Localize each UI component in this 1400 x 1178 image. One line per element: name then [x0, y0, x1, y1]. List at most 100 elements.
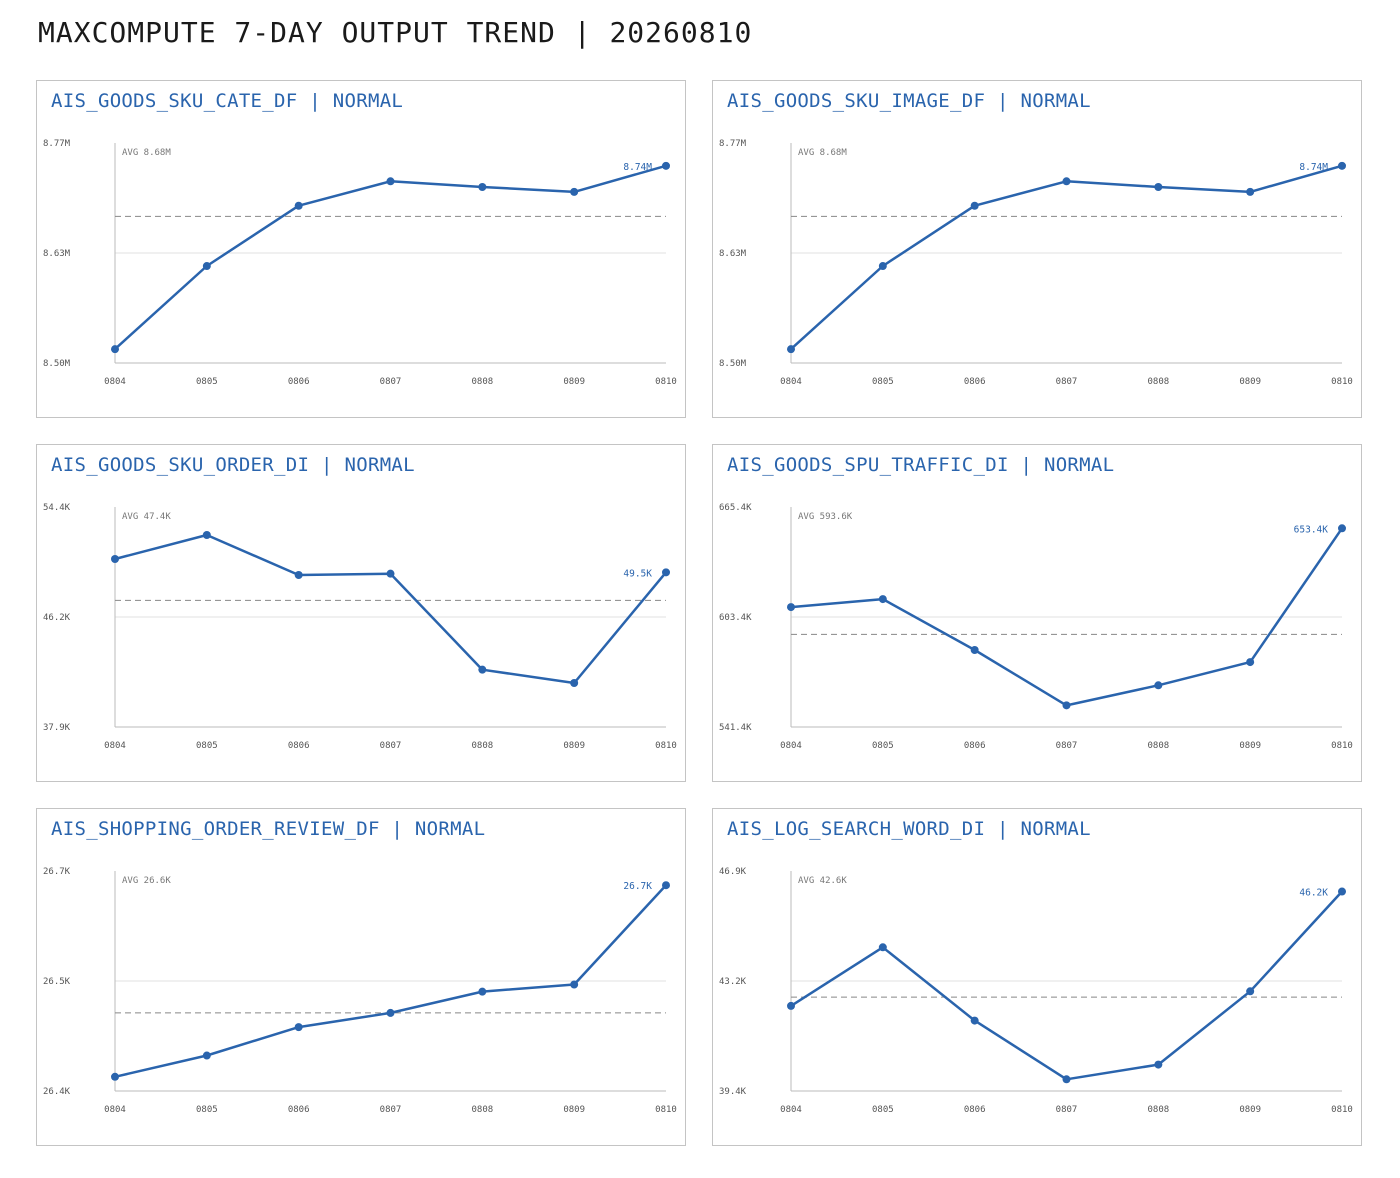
x-tick-label: 0809 [563, 1105, 585, 1115]
data-point [478, 183, 487, 191]
y-tick-label: 603.4K [719, 613, 752, 623]
last-value-label: 49.5K [623, 568, 652, 579]
x-tick-label: 0809 [563, 741, 585, 751]
average-label: AVG 42.6K [798, 876, 847, 886]
data-point [570, 980, 579, 989]
x-tick-label: 0808 [471, 1105, 493, 1115]
x-tick-label: 0807 [1056, 741, 1078, 751]
x-tick-label: 0804 [780, 377, 802, 387]
data-point [570, 679, 579, 687]
data-point [386, 1008, 395, 1017]
data-point [787, 345, 795, 354]
y-tick-label: 43.2K [719, 977, 747, 987]
y-tick-label: 8.77M [719, 139, 747, 149]
x-tick-label: 0807 [380, 741, 402, 751]
data-point [294, 201, 303, 210]
data-point [1246, 987, 1255, 996]
data-point [478, 665, 487, 674]
x-tick-label: 0809 [1239, 741, 1261, 751]
data-point [878, 262, 887, 271]
y-tick-label: 37.9K [43, 723, 71, 733]
chart-title: AIS_GOODS_SPU_TRAFFIC_DI | NORMAL [727, 454, 1115, 476]
x-tick-label: 0808 [1147, 1105, 1169, 1115]
y-tick-label: 541.4K [719, 723, 752, 733]
x-tick-label: 0806 [288, 377, 310, 387]
chart-panel-search-word: AIS_LOG_SEARCH_WORD_DI | NORMAL 39.4K 43.… [712, 808, 1362, 1146]
average-label: AVG 47.4K [122, 512, 171, 522]
y-tick-label: 26.4K [43, 1087, 71, 1097]
x-tick-label: 0810 [655, 1105, 677, 1115]
data-point [1062, 177, 1071, 186]
line-chart: 26.4K 26.5K 26.7K 0804 0805 0806 0807 0808 0809 0… [43, 867, 677, 1115]
data-point [111, 345, 119, 354]
x-tick-label: 0805 [196, 1105, 218, 1115]
average-label: AVG 8.68M [798, 148, 847, 158]
data-point [386, 569, 395, 578]
series-line [114, 164, 667, 351]
data-point [787, 1001, 795, 1010]
x-tick-label: 0804 [104, 377, 126, 387]
x-tick-label: 0806 [964, 741, 986, 751]
x-tick-label: 0810 [1331, 741, 1353, 751]
data-point [1154, 1060, 1163, 1069]
chart-title: AIS_GOODS_SKU_CATE_DF | NORMAL [51, 90, 404, 112]
data-point [970, 201, 979, 210]
data-point [202, 1051, 211, 1060]
x-tick-label: 0810 [1331, 377, 1353, 387]
x-tick-label: 0807 [380, 377, 402, 387]
x-tick-label: 0808 [1147, 741, 1169, 751]
last-value-label: 8.74M [1299, 162, 1328, 173]
data-point [1246, 658, 1255, 667]
x-tick-label: 0804 [780, 741, 802, 751]
data-point [970, 1016, 979, 1025]
y-tick-label: 8.50M [719, 359, 747, 369]
last-value-label: 46.2K [1299, 888, 1328, 899]
data-point [570, 187, 579, 196]
data-point [1338, 887, 1346, 896]
x-tick-label: 0805 [872, 377, 894, 387]
x-tick-label: 0804 [104, 741, 126, 751]
y-tick-label: 665.4K [719, 503, 752, 513]
x-tick-label: 0809 [1239, 377, 1261, 387]
y-tick-label: 46.2K [43, 613, 71, 623]
x-tick-label: 0804 [780, 1105, 802, 1115]
data-point [787, 603, 795, 612]
y-tick-label: 8.63M [719, 249, 747, 259]
last-value-label: 26.7K [623, 881, 652, 892]
x-tick-label: 0805 [872, 741, 894, 751]
y-tick-label: 26.7K [43, 867, 71, 877]
line-chart: 37.9K 46.2K 54.4K 0804 0805 0806 0807 0808 0809 0… [43, 503, 677, 751]
data-point [386, 177, 395, 186]
x-tick-label: 0806 [288, 741, 310, 751]
data-point [1154, 681, 1163, 690]
data-point [202, 262, 211, 271]
series-line [114, 533, 667, 685]
average-label: AVG 8.68M [122, 148, 171, 158]
chart-panel-sku-cate: AIS_GOODS_SKU_CATE_DF | NORMAL 8.50M 8.63… [36, 80, 686, 418]
series-line [790, 890, 1343, 1081]
x-tick-label: 0807 [1056, 1105, 1078, 1115]
chart-title: AIS_LOG_SEARCH_WORD_DI | NORMAL [727, 818, 1091, 840]
x-tick-label: 0806 [964, 377, 986, 387]
x-tick-label: 0805 [196, 741, 218, 751]
y-tick-label: 8.50M [43, 359, 71, 369]
data-point [970, 646, 979, 654]
x-tick-label: 0806 [288, 1105, 310, 1115]
x-tick-label: 0807 [380, 1105, 402, 1115]
chart-title: AIS_SHOPPING_ORDER_REVIEW_DF | NORMAL [51, 818, 486, 840]
data-point [111, 555, 119, 563]
x-tick-label: 0805 [196, 377, 218, 387]
line-chart: 541.4K 603.4K 665.4K 0804 0805 0806 0807 0808 08… [719, 503, 1353, 751]
data-point [878, 595, 887, 604]
chart-title: AIS_GOODS_SKU_IMAGE_DF | NORMAL [727, 90, 1091, 112]
line-chart: 8.50M 8.63M 8.77M 0804 0805 0806 0807 0808 0809 0… [719, 139, 1353, 387]
x-tick-label: 0808 [1147, 377, 1169, 387]
y-tick-label: 8.77M [43, 139, 71, 149]
x-tick-label: 0810 [655, 377, 677, 387]
data-point [202, 531, 211, 539]
data-point [294, 1023, 303, 1032]
x-tick-label: 0809 [563, 377, 585, 387]
chart-panel-order-review: AIS_SHOPPING_ORDER_REVIEW_DF | NORMAL 26… [36, 808, 686, 1146]
y-tick-label: 39.4K [719, 1087, 747, 1097]
data-point [662, 161, 670, 170]
